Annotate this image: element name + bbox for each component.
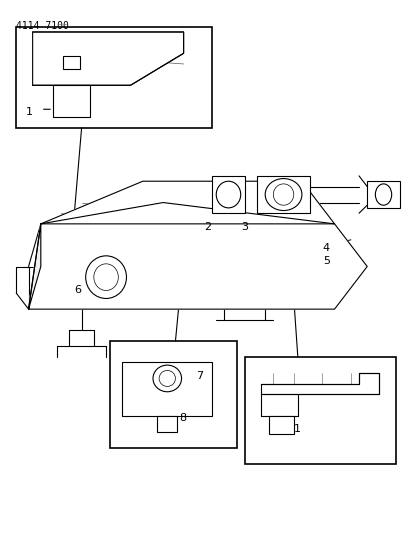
Bar	[53, 85, 90, 117]
Text: 4114 7100: 4114 7100	[16, 21, 69, 31]
Text: 1: 1	[26, 108, 33, 117]
Ellipse shape	[159, 370, 175, 386]
Text: 8: 8	[180, 414, 186, 423]
Bar	[269, 416, 294, 434]
Polygon shape	[41, 181, 335, 224]
Bar	[122, 362, 212, 416]
Bar	[63, 56, 80, 69]
Bar	[245, 357, 396, 464]
Bar	[110, 341, 237, 448]
Bar	[157, 416, 177, 432]
Text: 2: 2	[204, 222, 212, 231]
Text: 4: 4	[323, 243, 330, 253]
Ellipse shape	[216, 181, 241, 208]
Text: 7: 7	[196, 371, 203, 381]
Polygon shape	[29, 203, 367, 309]
Ellipse shape	[153, 365, 182, 392]
Bar	[16, 27, 212, 128]
Polygon shape	[29, 224, 41, 309]
Polygon shape	[33, 32, 184, 85]
Text: 6: 6	[74, 286, 81, 295]
Text: 5: 5	[323, 256, 330, 266]
Ellipse shape	[265, 179, 302, 211]
Ellipse shape	[94, 264, 118, 290]
Ellipse shape	[273, 184, 294, 205]
Polygon shape	[212, 176, 245, 213]
Text: 3: 3	[241, 222, 248, 231]
Ellipse shape	[375, 184, 392, 205]
Polygon shape	[261, 373, 379, 394]
Polygon shape	[367, 181, 400, 208]
Polygon shape	[257, 176, 310, 213]
Text: 1: 1	[294, 424, 301, 434]
Ellipse shape	[86, 256, 126, 298]
